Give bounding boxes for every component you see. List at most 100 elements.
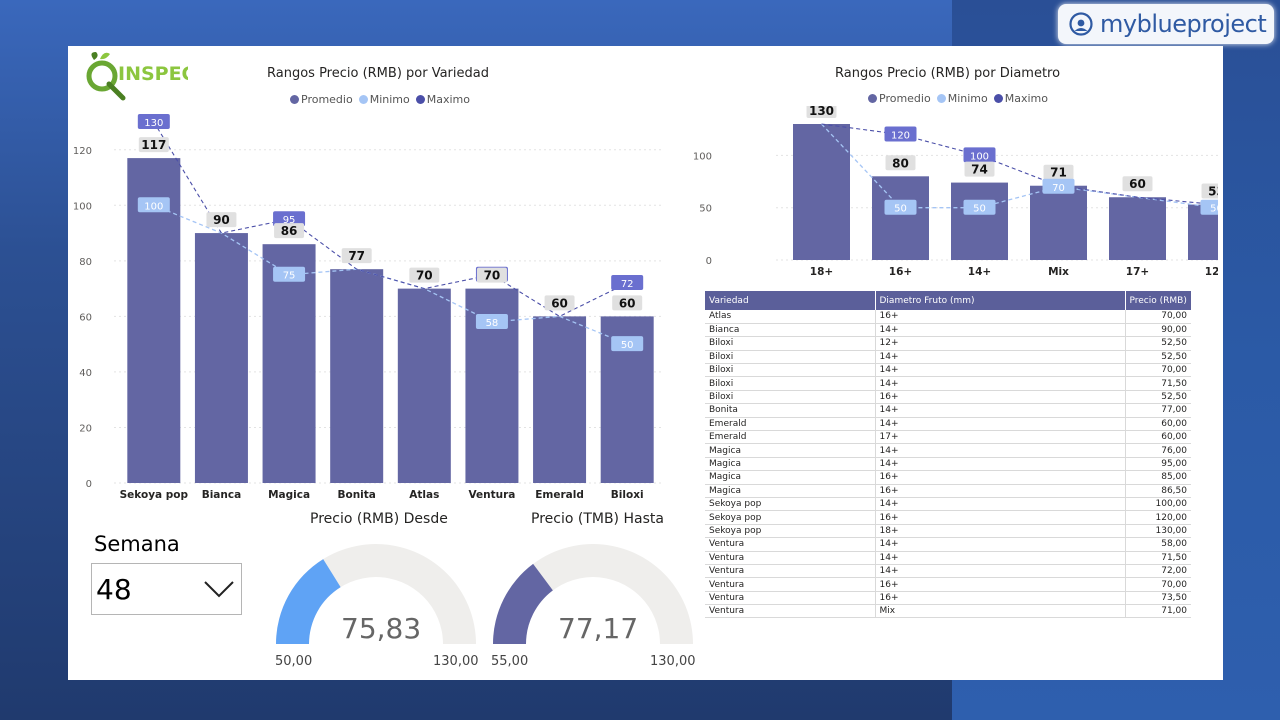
cell-precio: 73,50 bbox=[1125, 591, 1191, 606]
column-header-diametro[interactable]: Diametro Fruto (mm) bbox=[875, 291, 1126, 310]
data-label-minimo-box bbox=[884, 199, 917, 215]
cell-diametro: 14+ bbox=[875, 350, 1126, 365]
table-row[interactable]: Sekoya pop 14+ 100,00 bbox=[705, 497, 1191, 512]
semana-dropdown[interactable]: 48 bbox=[91, 563, 242, 615]
table-row[interactable]: Ventura 14+ 58,00 bbox=[705, 537, 1191, 552]
data-label-promedio-text: 71 bbox=[1050, 166, 1067, 180]
cell-diametro: Mix bbox=[875, 604, 1126, 618]
legend-minimo[interactable]: Minimo bbox=[358, 93, 410, 106]
cell-diametro: 14+ bbox=[875, 323, 1126, 338]
data-label-minimo: 50 bbox=[611, 336, 644, 352]
x-tick-label: Magica bbox=[268, 489, 310, 501]
data-label-promedio-text: 86 bbox=[281, 224, 298, 238]
cell-diametro: 14+ bbox=[875, 363, 1126, 378]
data-label-promedio: 53 bbox=[1201, 183, 1218, 199]
cell-diametro: 14+ bbox=[875, 564, 1126, 579]
table-row[interactable]: Magica 14+ 76,00 bbox=[705, 443, 1191, 458]
data-label-promedio: 70 bbox=[409, 267, 440, 283]
data-label-promedio: 80 bbox=[885, 155, 916, 171]
data-label-minimo: 58 bbox=[475, 313, 508, 329]
data-label-minimo-box bbox=[1200, 199, 1218, 215]
legend-maximo[interactable]: Maximo bbox=[993, 92, 1048, 105]
table-row[interactable]: Sekoya pop 18+ 130,00 bbox=[705, 524, 1191, 539]
chart-diametro-legend: Promedio Minimo Maximo bbox=[868, 92, 1048, 105]
table-row[interactable]: Atlas 16+ 70,00 bbox=[705, 310, 1191, 324]
data-label-promedio-box bbox=[341, 248, 372, 264]
bar bbox=[951, 182, 1008, 260]
legend-dot bbox=[290, 95, 299, 104]
data-label-promedio-text: 70 bbox=[416, 269, 433, 283]
cell-diametro: 16+ bbox=[875, 310, 1126, 324]
legend-label: Minimo bbox=[947, 92, 988, 105]
table-row[interactable]: Ventura Mix 71,00 bbox=[705, 604, 1191, 618]
y-tick-label: 0 bbox=[706, 256, 712, 267]
table-row[interactable]: Magica 16+ 86,50 bbox=[705, 484, 1191, 498]
table-row[interactable]: Biloxi 14+ 52,50 bbox=[705, 350, 1191, 365]
cell-diametro: 16+ bbox=[875, 510, 1126, 525]
cell-precio: 71,00 bbox=[1125, 604, 1191, 618]
table-row[interactable]: Biloxi 12+ 52,50 bbox=[705, 336, 1191, 351]
y-tick-label: 60 bbox=[79, 312, 92, 323]
legend-promedio[interactable]: Promedio bbox=[868, 92, 931, 105]
cell-variedad: Ventura bbox=[705, 564, 876, 579]
data-label-promedio-box bbox=[964, 161, 995, 177]
table-row[interactable]: Biloxi 14+ 70,00 bbox=[705, 363, 1191, 378]
gauge-desde-title: Precio (RMB) Desde bbox=[310, 511, 448, 527]
y-tick-label: 20 bbox=[79, 423, 92, 434]
data-label-promedio-text: 77 bbox=[348, 249, 365, 263]
price-table[interactable]: Variedad Diametro Fruto (mm) Precio (RMB… bbox=[705, 291, 1191, 618]
table-row[interactable]: Ventura 14+ 71,50 bbox=[705, 551, 1191, 565]
data-label-minimo-text: 50 bbox=[973, 204, 986, 215]
table-row[interactable]: Bianca 14+ 90,00 bbox=[705, 323, 1191, 338]
legend-minimo[interactable]: Minimo bbox=[936, 92, 988, 105]
table-row[interactable]: Ventura 14+ 72,00 bbox=[705, 564, 1191, 579]
x-tick-label: 18+ bbox=[810, 266, 833, 278]
column-header-variedad[interactable]: Variedad bbox=[705, 291, 876, 310]
table-row[interactable]: Ventura 16+ 70,00 bbox=[705, 577, 1191, 592]
table-row[interactable]: Biloxi 16+ 52,50 bbox=[705, 390, 1191, 405]
column-header-precio[interactable]: Precio (RMB) bbox=[1125, 291, 1191, 310]
cell-precio: 70,00 bbox=[1125, 363, 1191, 378]
chart-variedad-title: Rangos Precio (RMB) por Variedad bbox=[267, 66, 489, 81]
cell-variedad: Ventura bbox=[705, 551, 876, 565]
cell-precio: 71,50 bbox=[1125, 551, 1191, 565]
table-row[interactable]: Ventura 16+ 73,50 bbox=[705, 591, 1191, 606]
bar bbox=[872, 176, 929, 260]
data-label-minimo-text: 50 bbox=[1210, 204, 1218, 215]
data-label-maximo-text: 120 bbox=[891, 130, 910, 141]
table-row[interactable]: Emerald 17+ 60,00 bbox=[705, 430, 1191, 445]
gauge-hasta-min: 55,00 bbox=[491, 654, 529, 669]
legend-maximo[interactable]: Maximo bbox=[415, 93, 470, 106]
data-label-promedio: 70 bbox=[476, 267, 507, 283]
table-row[interactable]: Bonita 14+ 77,00 bbox=[705, 403, 1191, 418]
data-label-promedio-box bbox=[1043, 164, 1074, 180]
data-label-maximo: 95 bbox=[273, 211, 306, 227]
table-row[interactable]: Biloxi 14+ 71,50 bbox=[705, 376, 1191, 391]
table-header-row: Variedad Diametro Fruto (mm) Precio (RMB… bbox=[705, 291, 1191, 310]
y-tick-label: 100 bbox=[73, 201, 92, 212]
table-row[interactable]: Emerald 14+ 60,00 bbox=[705, 417, 1191, 432]
bar bbox=[397, 288, 451, 483]
cell-diametro: 16+ bbox=[875, 577, 1126, 592]
y-tick-label: 80 bbox=[79, 257, 92, 268]
data-label-promedio-box bbox=[1122, 176, 1153, 192]
legend-promedio[interactable]: Promedio bbox=[290, 93, 353, 106]
data-label-minimo: 50 bbox=[884, 199, 917, 215]
table-row[interactable]: Magica 16+ 85,00 bbox=[705, 470, 1191, 485]
data-label-maximo-box bbox=[611, 275, 644, 291]
cell-diametro: 14+ bbox=[875, 376, 1126, 391]
data-label-promedio: 60 bbox=[544, 295, 575, 311]
bar bbox=[793, 124, 850, 260]
x-tick-label: Ventura bbox=[468, 489, 515, 501]
cell-variedad: Magica bbox=[705, 470, 876, 485]
data-label-promedio: 130 bbox=[806, 106, 837, 118]
x-tick-label: Bianca bbox=[202, 489, 241, 501]
cell-precio: 85,00 bbox=[1125, 470, 1191, 485]
legend-label: Maximo bbox=[1004, 92, 1048, 105]
table-row[interactable]: Sekoya pop 16+ 120,00 bbox=[705, 510, 1191, 525]
table-row[interactable]: Magica 14+ 95,00 bbox=[705, 457, 1191, 472]
chart-variedad: 0 20 40 60 80 100 120 130 117 100 Sekoya pop 90 Bian… bbox=[73, 114, 661, 501]
cell-variedad: Atlas bbox=[705, 310, 876, 324]
data-label-minimo-text: 50 bbox=[894, 204, 907, 215]
cell-precio: 71,50 bbox=[1125, 376, 1191, 391]
